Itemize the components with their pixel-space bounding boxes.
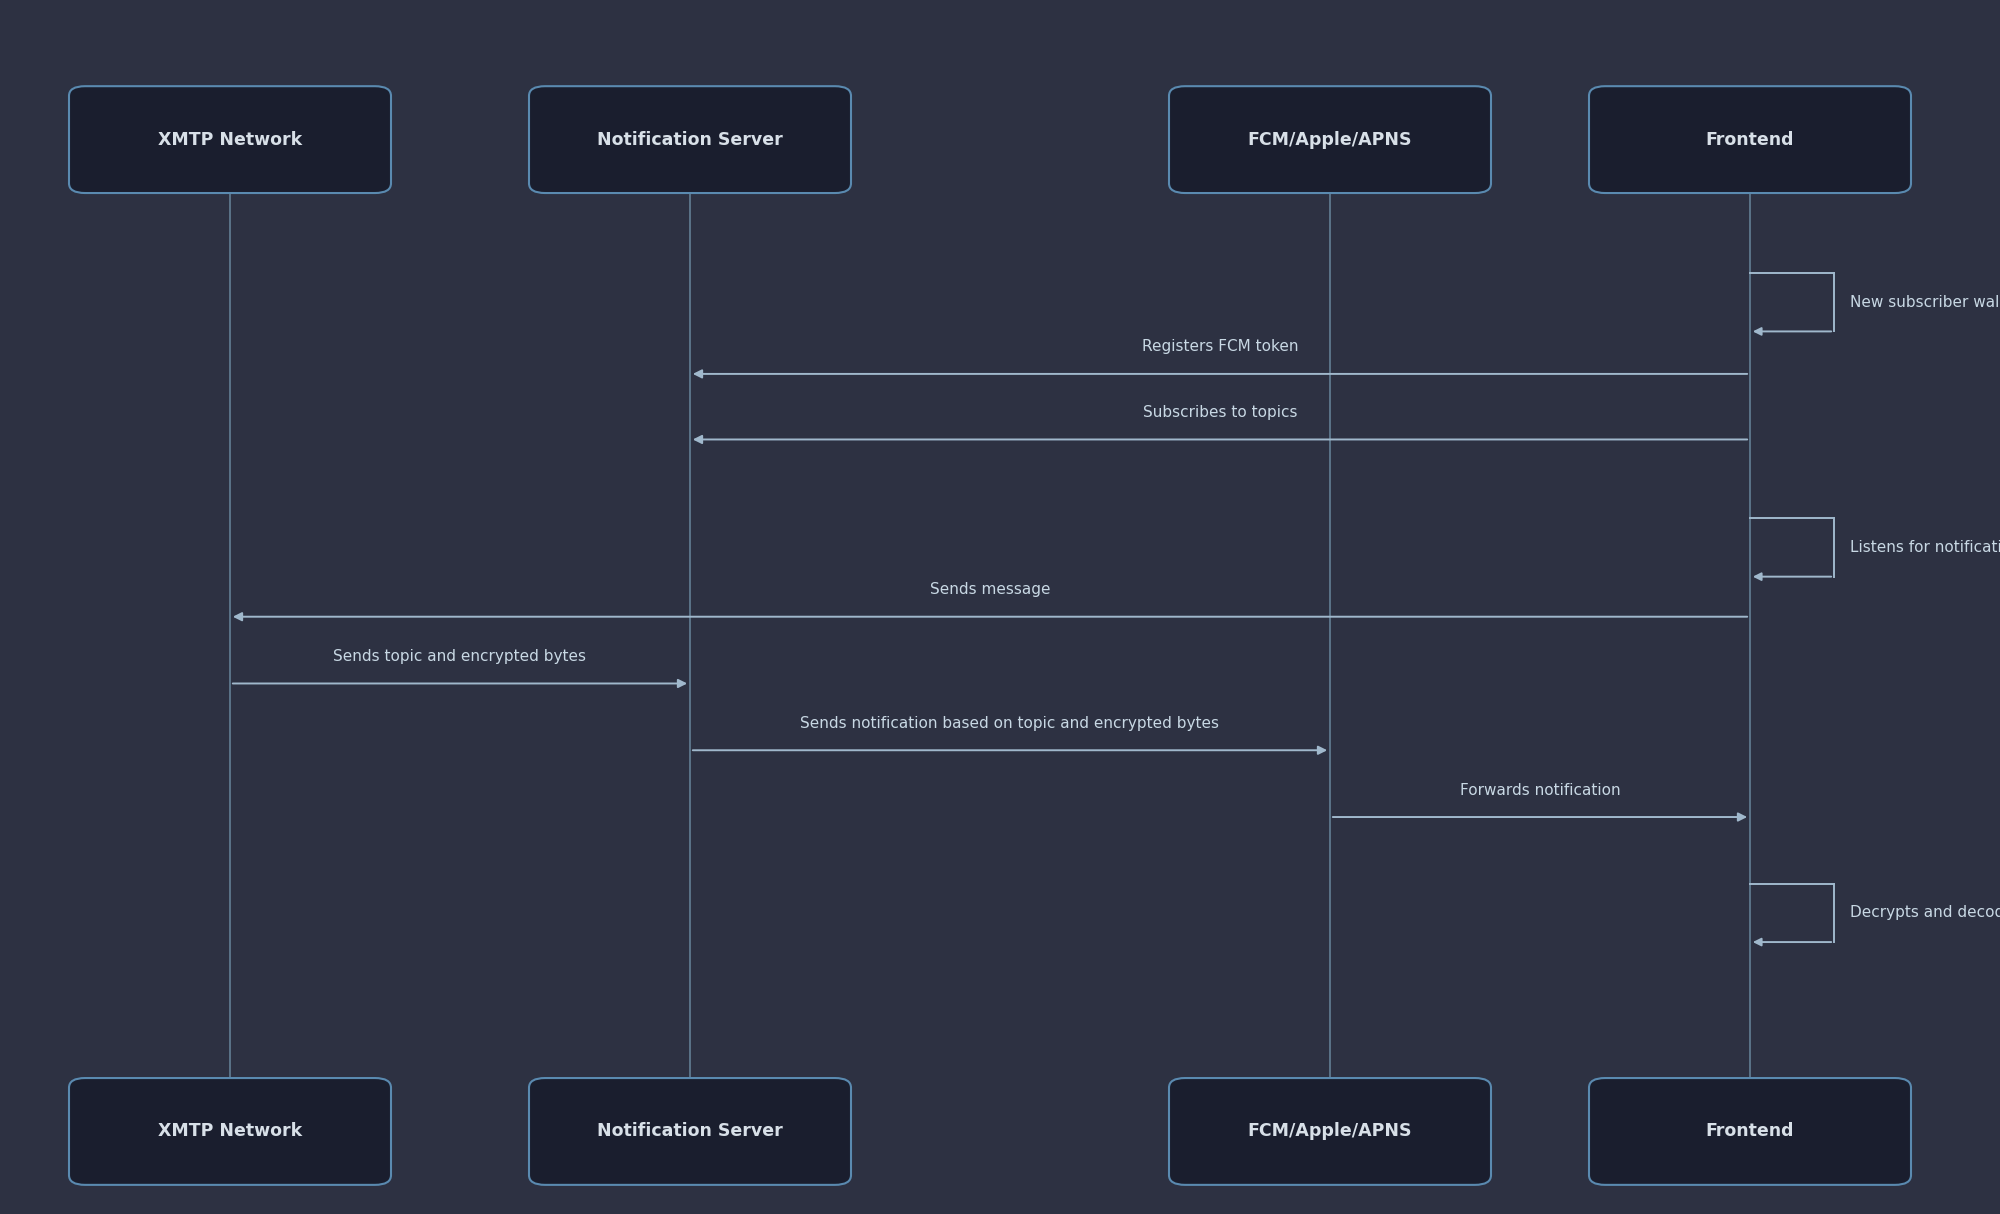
Text: Decrypts and decodes message: Decrypts and decodes message bbox=[1850, 906, 2000, 920]
Text: Notification Server: Notification Server bbox=[598, 131, 782, 148]
Text: XMTP Network: XMTP Network bbox=[158, 131, 302, 148]
Text: FCM/Apple/APNS: FCM/Apple/APNS bbox=[1248, 131, 1412, 148]
Text: Frontend: Frontend bbox=[1706, 1123, 1794, 1140]
FancyBboxPatch shape bbox=[70, 86, 390, 193]
FancyBboxPatch shape bbox=[1588, 86, 1912, 193]
FancyBboxPatch shape bbox=[1588, 1078, 1912, 1185]
Text: Sends notification based on topic and encrypted bytes: Sends notification based on topic and en… bbox=[800, 716, 1220, 731]
FancyBboxPatch shape bbox=[528, 1078, 850, 1185]
Text: Listens for notifications: Listens for notifications bbox=[1850, 540, 2000, 555]
Text: Subscribes to topics: Subscribes to topics bbox=[1142, 405, 1298, 420]
Text: Frontend: Frontend bbox=[1706, 131, 1794, 148]
FancyBboxPatch shape bbox=[1168, 1078, 1492, 1185]
Text: Registers FCM token: Registers FCM token bbox=[1142, 340, 1298, 354]
FancyBboxPatch shape bbox=[70, 1078, 390, 1185]
FancyBboxPatch shape bbox=[1168, 86, 1492, 193]
Text: Notification Server: Notification Server bbox=[598, 1123, 782, 1140]
Text: FCM/Apple/APNS: FCM/Apple/APNS bbox=[1248, 1123, 1412, 1140]
Text: Forwards notification: Forwards notification bbox=[1460, 783, 1620, 798]
Text: Sends topic and encrypted bytes: Sends topic and encrypted bytes bbox=[334, 649, 586, 664]
Text: Sends message: Sends message bbox=[930, 583, 1050, 597]
Text: New subscriber wallet enabled: New subscriber wallet enabled bbox=[1850, 295, 2000, 310]
Text: XMTP Network: XMTP Network bbox=[158, 1123, 302, 1140]
FancyBboxPatch shape bbox=[528, 86, 850, 193]
